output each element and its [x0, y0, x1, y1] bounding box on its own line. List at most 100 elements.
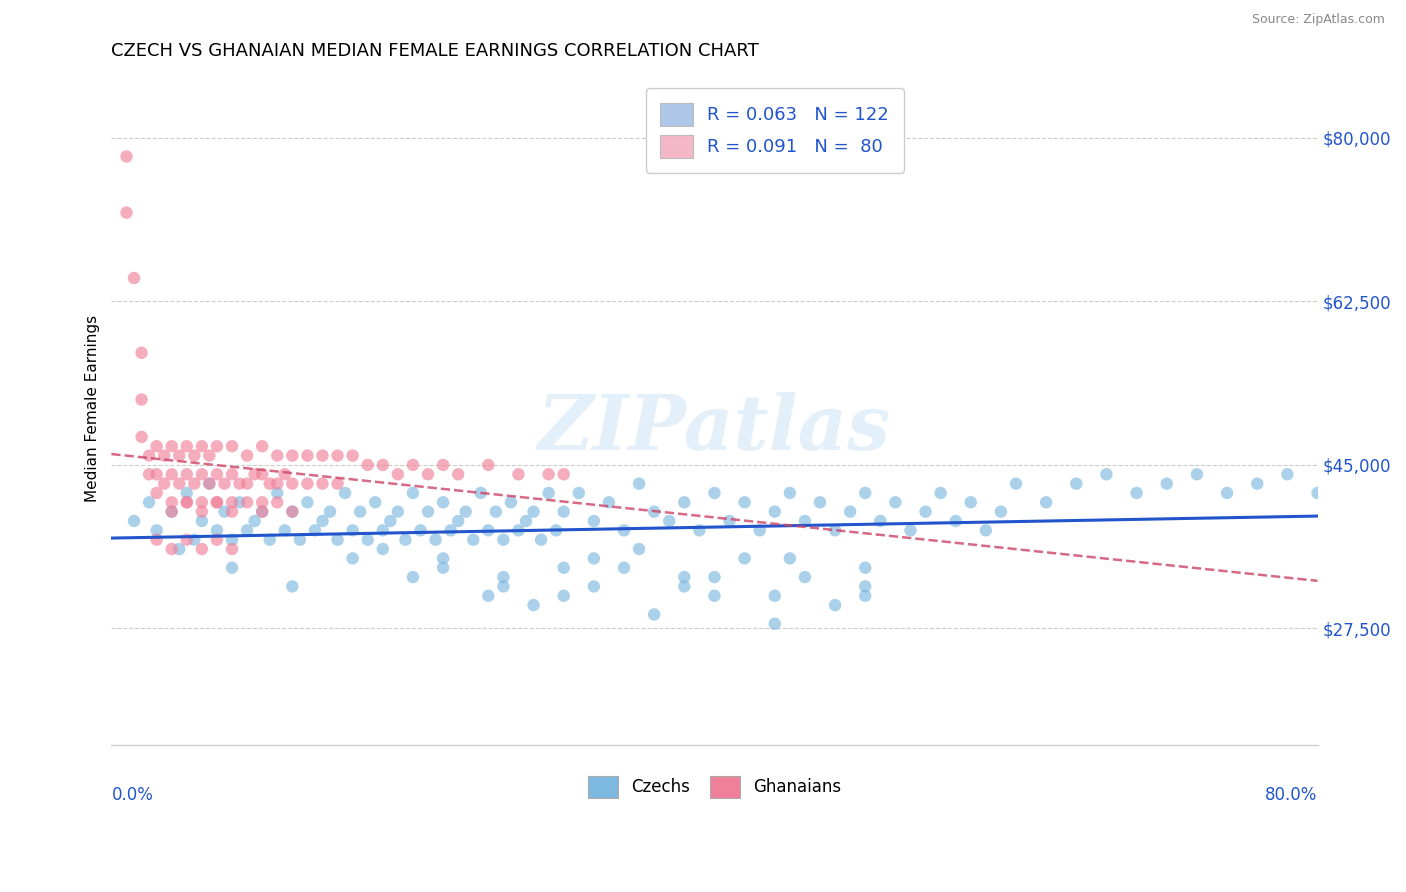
Point — [311, 449, 333, 463]
Point — [1185, 467, 1208, 482]
Point — [613, 560, 636, 574]
Point — [198, 476, 221, 491]
Point — [628, 542, 651, 557]
Point — [221, 542, 243, 557]
Point — [703, 486, 725, 500]
Point — [326, 533, 349, 547]
Point — [131, 430, 153, 444]
Point — [138, 467, 160, 482]
Point — [160, 542, 183, 557]
Point — [402, 486, 425, 500]
Point — [1306, 486, 1329, 500]
Point — [914, 505, 936, 519]
Point — [416, 467, 439, 482]
Point — [221, 533, 243, 547]
Point — [853, 579, 876, 593]
Point — [122, 514, 145, 528]
Point — [191, 514, 214, 528]
Point — [492, 533, 515, 547]
Point — [371, 458, 394, 472]
Point — [703, 589, 725, 603]
Point — [553, 560, 575, 574]
Point — [477, 524, 499, 538]
Point — [281, 579, 304, 593]
Point — [205, 495, 228, 509]
Point — [236, 476, 259, 491]
Point — [673, 495, 696, 509]
Point — [673, 570, 696, 584]
Point — [274, 524, 297, 538]
Point — [432, 560, 454, 574]
Point — [198, 476, 221, 491]
Point — [853, 589, 876, 603]
Text: ZIPatlas: ZIPatlas — [538, 392, 891, 466]
Point — [779, 551, 801, 566]
Point — [131, 346, 153, 360]
Point — [568, 486, 591, 500]
Point — [824, 524, 846, 538]
Point — [900, 524, 922, 538]
Point — [205, 533, 228, 547]
Point — [402, 458, 425, 472]
Point — [553, 467, 575, 482]
Point — [160, 505, 183, 519]
Point — [281, 505, 304, 519]
Point — [288, 533, 311, 547]
Point — [959, 495, 981, 509]
Point — [553, 589, 575, 603]
Point — [228, 476, 250, 491]
Point — [425, 533, 447, 547]
Point — [508, 524, 530, 538]
Point — [145, 533, 167, 547]
Point — [673, 579, 696, 593]
Point — [131, 392, 153, 407]
Point — [304, 524, 326, 538]
Point — [342, 524, 364, 538]
Point — [463, 533, 485, 547]
Point — [470, 486, 492, 500]
Point — [236, 524, 259, 538]
Point — [342, 449, 364, 463]
Point — [522, 598, 544, 612]
Point — [153, 476, 176, 491]
Point — [191, 439, 214, 453]
Point — [748, 524, 770, 538]
Point — [236, 449, 259, 463]
Point — [297, 476, 319, 491]
Point — [734, 551, 756, 566]
Point — [326, 449, 349, 463]
Point — [1277, 467, 1299, 482]
Point — [160, 467, 183, 482]
Point — [205, 439, 228, 453]
Point — [477, 589, 499, 603]
Point — [402, 570, 425, 584]
Point — [394, 533, 416, 547]
Point — [176, 495, 198, 509]
Point — [582, 551, 605, 566]
Point — [138, 495, 160, 509]
Point — [160, 439, 183, 453]
Point — [205, 524, 228, 538]
Point — [990, 505, 1012, 519]
Point — [643, 505, 665, 519]
Point — [808, 495, 831, 509]
Point — [259, 476, 281, 491]
Point — [160, 495, 183, 509]
Point — [793, 514, 815, 528]
Point — [515, 514, 537, 528]
Point — [281, 476, 304, 491]
Point — [793, 570, 815, 584]
Point — [447, 467, 470, 482]
Point — [176, 486, 198, 500]
Point — [537, 467, 560, 482]
Point — [311, 476, 333, 491]
Point — [763, 505, 786, 519]
Point — [319, 505, 342, 519]
Point — [432, 458, 454, 472]
Point — [243, 514, 266, 528]
Point — [198, 449, 221, 463]
Point — [485, 505, 508, 519]
Point — [839, 505, 862, 519]
Point — [250, 439, 273, 453]
Point — [333, 486, 356, 500]
